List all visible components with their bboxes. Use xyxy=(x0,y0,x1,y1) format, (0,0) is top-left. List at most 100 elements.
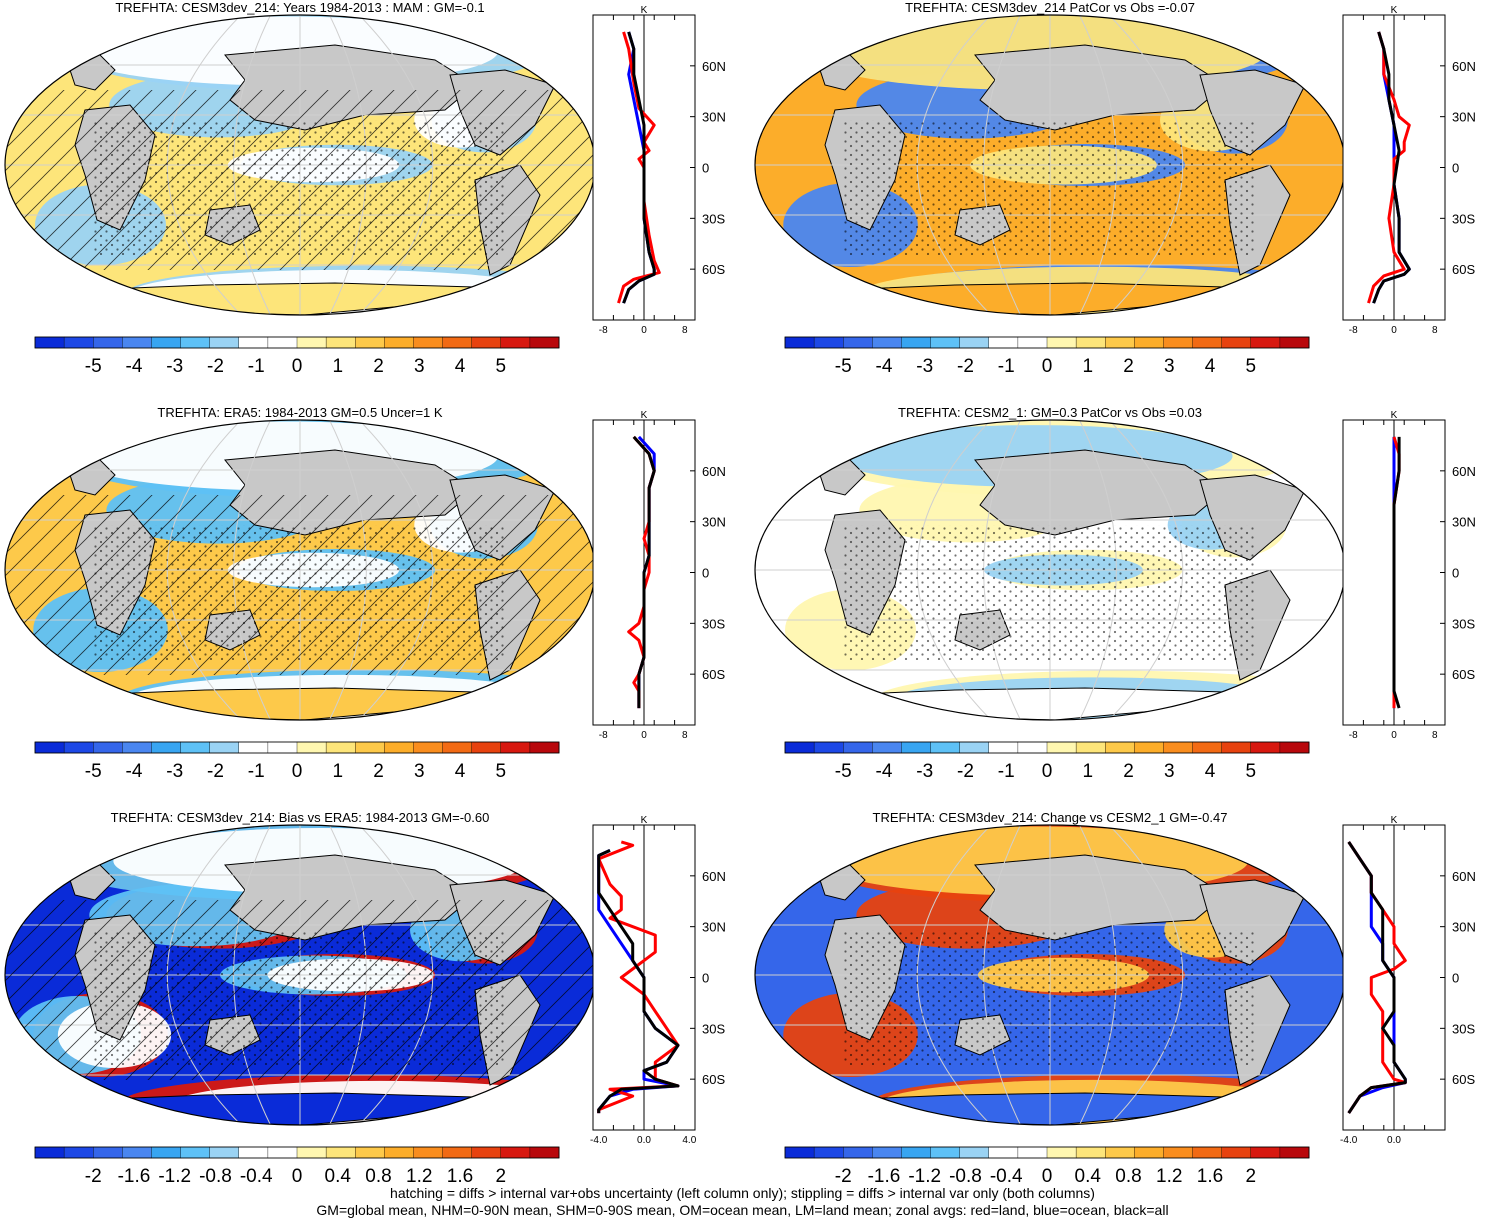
colorbar-swatch xyxy=(238,336,269,349)
colorbar-swatch xyxy=(872,741,902,754)
continent-outline xyxy=(84,687,526,720)
colorbar-swatch xyxy=(63,1146,94,1159)
panel-3: TREFHTA: ERA5: 1984-2013 GM=0.5 Uncer=1 … xyxy=(4,405,726,782)
zonal-line-all xyxy=(632,435,656,709)
colorbar: -2 -1.6 -1.2 -0.8 -0.4 0 0.4 0.8 1.2 1.6 2 xyxy=(34,1146,560,1187)
zonal-unit-label: K xyxy=(1391,815,1398,826)
continent-outline xyxy=(84,282,526,315)
colorbar-swatch xyxy=(34,1146,65,1159)
zonal-lat-label: 30S xyxy=(702,1021,725,1036)
colorbar-tick-label: 1.2 xyxy=(406,1166,432,1187)
colorbar-tick-label: -1 xyxy=(998,356,1015,377)
zonal-x-tick-label: -4.0 xyxy=(590,1135,608,1146)
colorbar-tick-label: -2 xyxy=(957,761,974,782)
colorbar-swatch xyxy=(500,336,531,349)
colorbar-swatch xyxy=(1017,1146,1048,1159)
zonal-lat-label: 30N xyxy=(702,920,726,935)
zonal-lat-label: 0 xyxy=(1452,161,1459,176)
colorbar-tick-label: -0.8 xyxy=(949,1166,982,1187)
colorbar-tick-label: 4 xyxy=(1205,761,1216,782)
colorbar-frame xyxy=(34,336,560,349)
colorbar-tick-label: 1.2 xyxy=(1156,1166,1182,1187)
colorbar: -5 -4 -3 -2 -1 0 1 2 3 4 5 xyxy=(34,336,560,377)
zonal-unit-label: K xyxy=(1391,410,1398,421)
zonal-mean-plot: K -8 0 8 60N 30N 0 30S 60S xyxy=(1342,410,1476,741)
colorbar-swatch xyxy=(784,1146,815,1159)
stippling-overlay xyxy=(843,525,1257,660)
colorbar-tick-label: -5 xyxy=(835,761,852,782)
zonal-mean-plot: K -4.0 0.0 60N 30N 0 30S 60S xyxy=(1340,815,1476,1146)
stippling-overlay xyxy=(843,930,1257,1065)
footer-hatching-note: hatching = diffs > internal var+obs unce… xyxy=(390,1185,1095,1201)
colorbar-swatch xyxy=(959,336,990,349)
colorbar-swatch xyxy=(1046,1146,1077,1159)
zonal-lat-label: 60S xyxy=(1452,1072,1475,1087)
zonal-line-all xyxy=(1347,841,1407,1114)
colorbar-swatch xyxy=(325,1146,356,1159)
colorbar-swatch xyxy=(413,336,444,349)
colorbar-swatch xyxy=(959,1146,990,1159)
colorbar-tick-label: 1.6 xyxy=(447,1166,473,1187)
colorbar-swatch xyxy=(1134,741,1164,754)
colorbar-tick-label: 4 xyxy=(455,761,466,782)
colorbar-swatch xyxy=(1105,741,1135,754)
zonal-x-tick-label: 8 xyxy=(682,730,688,741)
zonal-x-tick-label: 0 xyxy=(1391,730,1397,741)
colorbar-frame xyxy=(784,741,1310,754)
colorbar-tick-label: 3 xyxy=(1164,761,1175,782)
zonal-lat-label: 60N xyxy=(702,869,726,884)
colorbar-swatch xyxy=(296,741,327,754)
colorbar-swatch xyxy=(500,1146,531,1159)
panel-6: TREFHTA: CESM3dev_214: Change vs CESM2_1… xyxy=(754,810,1476,1187)
colorbar-tick-label: -3 xyxy=(916,356,933,377)
colorbar-swatch xyxy=(180,1146,211,1159)
colorbar-tick-label: -0.4 xyxy=(990,1166,1023,1187)
colorbar-swatch xyxy=(1105,1146,1135,1159)
colorbar-tick-label: -2 xyxy=(835,1166,852,1187)
colorbar-tick-label: 0 xyxy=(292,356,303,377)
colorbar-swatch xyxy=(1046,741,1077,754)
colorbar-tick-label: 0 xyxy=(292,761,303,782)
colorbar-frame xyxy=(784,1146,1310,1159)
colorbar-tick-label: 0.8 xyxy=(1115,1166,1141,1187)
colorbar-tick-label: 1 xyxy=(332,761,343,782)
colorbar-swatch xyxy=(1163,1146,1194,1159)
colorbar-tick-label: -4 xyxy=(876,356,893,377)
colorbar-swatch xyxy=(442,741,473,754)
colorbar-swatch xyxy=(384,336,414,349)
colorbar-swatch xyxy=(238,741,269,754)
colorbar-swatch xyxy=(1075,336,1106,349)
colorbar-swatch xyxy=(1192,741,1223,754)
colorbar-swatch xyxy=(471,1146,502,1159)
zonal-x-tick-label: -8 xyxy=(599,730,608,741)
colorbar-swatch xyxy=(1163,741,1194,754)
map-title: TREFHTA: CESM3dev_214: Bias vs ERA5: 198… xyxy=(111,810,490,825)
zonal-lat-label: 60S xyxy=(702,1072,725,1087)
colorbar-swatch xyxy=(34,741,65,754)
colorbar-tick-label: 1 xyxy=(1082,356,1093,377)
colorbar: -2 -1.6 -1.2 -0.8 -0.4 0 0.4 0.8 1.2 1.6 2 xyxy=(784,1146,1310,1187)
zonal-x-tick-label: 0 xyxy=(641,730,647,741)
colorbar-frame xyxy=(34,1146,560,1159)
colorbar-tick-label: 0 xyxy=(1042,356,1053,377)
zonal-unit-label: K xyxy=(641,410,648,421)
zonal-lat-label: 60N xyxy=(1452,869,1476,884)
colorbar-swatch xyxy=(1046,336,1077,349)
map-title: TREFHTA: CESM3dev_214 PatCor vs Obs =-0.… xyxy=(905,0,1195,15)
colorbar-swatch xyxy=(901,336,932,349)
colorbar-swatch xyxy=(813,1146,844,1159)
colorbar-tick-label: 1 xyxy=(332,356,343,377)
colorbar-tick-label: 0 xyxy=(1042,761,1053,782)
colorbar-tick-label: -2 xyxy=(207,761,224,782)
colorbar-tick-label: -3 xyxy=(166,356,183,377)
colorbar-tick-label: 5 xyxy=(495,356,506,377)
colorbar-tick-label: -1.6 xyxy=(118,1166,151,1187)
colorbar-swatch xyxy=(413,1146,444,1159)
colorbar-swatch xyxy=(325,336,356,349)
colorbar-tick-label: 0.4 xyxy=(325,1166,352,1187)
colorbar-swatch xyxy=(1017,336,1048,349)
zonal-x-tick-label: 0 xyxy=(641,325,647,336)
map-title: TREFHTA: CESM3dev_214: Years 1984-2013 :… xyxy=(115,0,484,15)
map-field xyxy=(755,420,1345,720)
zonal-lat-label: 30N xyxy=(1452,515,1476,530)
